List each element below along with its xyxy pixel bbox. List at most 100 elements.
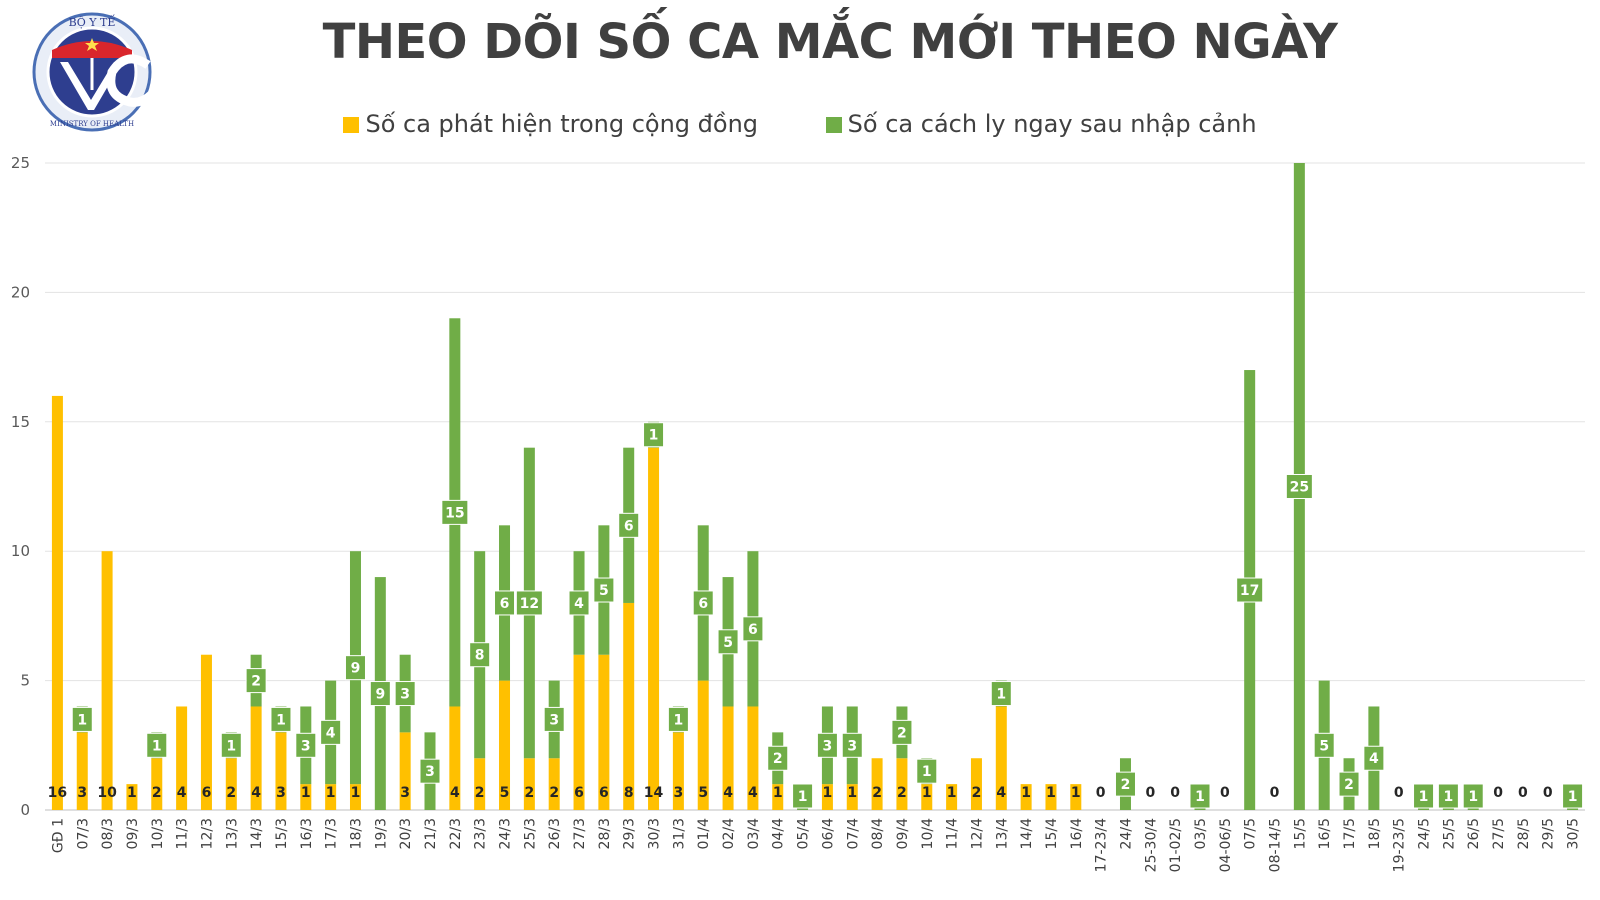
- x-tick-label: 13/3: [224, 818, 240, 849]
- bar-community: [474, 758, 486, 810]
- data-label-community: 6: [574, 785, 584, 801]
- bar-community: [126, 784, 138, 810]
- data-label-box-quarantine: [543, 706, 565, 732]
- data-label-box-quarantine: [146, 732, 168, 758]
- data-label-box-quarantine: [742, 616, 764, 642]
- x-tick-label: 06/4: [820, 818, 836, 850]
- bar-community: [846, 784, 858, 810]
- data-label-quarantine: 2: [251, 674, 261, 690]
- data-label-quarantine: 15: [445, 505, 464, 521]
- ministry-of-health-logo: BỘ Y TẾ MINISTRY OF HEALTH: [32, 12, 156, 132]
- data-label-quarantine: 1: [1444, 789, 1454, 805]
- bar-community: [772, 784, 784, 810]
- data-label-quarantine: 1: [276, 712, 286, 728]
- x-tick-label: 25/3: [522, 818, 538, 849]
- bar-community: [598, 654, 610, 810]
- data-label-community: 4: [251, 785, 261, 801]
- bar-community: [399, 732, 411, 810]
- x-tick-label: 03/4: [746, 818, 762, 850]
- data-label-quarantine: 17: [1240, 583, 1259, 599]
- data-label-box-quarantine: [717, 629, 739, 655]
- bar-community: [51, 395, 63, 810]
- data-label-box-quarantine: [990, 681, 1012, 707]
- legend-label-quarantine: Số ca cách ly ngay sau nhập cảnh: [847, 110, 1257, 138]
- y-tick-label: 10: [11, 542, 30, 560]
- y-tick-label: 25: [11, 154, 30, 172]
- data-label-community: 1: [947, 785, 957, 801]
- data-label-quarantine: 9: [375, 687, 385, 703]
- data-label-box-quarantine: [1236, 577, 1264, 603]
- legend-label-community: Số ca phát hiện trong cộng đồng: [365, 110, 759, 138]
- legend-item-community: Số ca phát hiện trong cộng đồng: [343, 110, 758, 138]
- bar-community: [1020, 784, 1032, 810]
- data-label-box-quarantine: [618, 512, 640, 538]
- x-tick-label: 16/4: [1069, 818, 1085, 850]
- x-tick-label: 31/3: [671, 818, 687, 849]
- data-label-quarantine: 1: [1468, 789, 1478, 805]
- x-tick-label: 01-02/5: [1168, 818, 1184, 872]
- data-label-zero: 0: [1394, 785, 1404, 801]
- data-label-quarantine: 5: [1319, 738, 1329, 754]
- bar-community: [970, 758, 982, 810]
- x-tick-label: 26/5: [1466, 818, 1482, 849]
- data-label-community: 6: [202, 785, 212, 801]
- data-label-quarantine: 3: [847, 738, 857, 754]
- data-label-community: 2: [524, 785, 534, 801]
- x-tick-label: 19/3: [373, 818, 389, 849]
- data-label-community: 2: [152, 785, 162, 801]
- x-tick-label: 29/3: [622, 818, 638, 849]
- data-label-zero: 0: [1220, 785, 1230, 801]
- data-label-quarantine: 3: [549, 712, 559, 728]
- data-label-community: 4: [177, 785, 187, 801]
- x-tick-label: 17/3: [324, 818, 340, 849]
- data-label-box-quarantine: [394, 681, 416, 707]
- data-label-box-quarantine: [1313, 732, 1335, 758]
- data-label-community: 1: [326, 785, 336, 801]
- x-tick-label: 11/3: [175, 818, 191, 849]
- x-tick-label: 15/3: [274, 818, 290, 849]
- x-tick-label: 25-30/4: [1143, 818, 1159, 872]
- data-label-box-quarantine: [593, 577, 615, 603]
- x-tick-label: 18/5: [1367, 818, 1383, 849]
- x-tick-label: 28/5: [1516, 818, 1532, 849]
- data-label-box-quarantine: [792, 783, 814, 809]
- x-tick-label: 15/5: [1292, 818, 1308, 849]
- data-label-box-quarantine: [220, 732, 242, 758]
- data-label-community: 4: [723, 785, 733, 801]
- data-label-box-quarantine: [767, 745, 789, 771]
- x-tick-label: 25/5: [1441, 818, 1457, 849]
- data-label-box-quarantine: [469, 642, 491, 668]
- bar-community: [275, 732, 287, 810]
- data-label-box-quarantine: [1363, 745, 1385, 771]
- data-label-community: 10: [97, 785, 117, 801]
- x-tick-label: 17/5: [1342, 818, 1358, 849]
- x-tick-label: 24/3: [498, 818, 514, 849]
- x-tick-label: 08/4: [870, 818, 886, 850]
- data-label-quarantine: 1: [1419, 789, 1429, 805]
- data-label-quarantine: 1: [674, 712, 684, 728]
- data-label-box-quarantine: [916, 758, 938, 784]
- legend-item-quarantine: Số ca cách ly ngay sau nhập cảnh: [825, 110, 1257, 138]
- data-label-community: 3: [674, 785, 684, 801]
- data-label-box-quarantine: [245, 668, 267, 694]
- bar-community: [325, 784, 337, 810]
- data-label-quarantine: 6: [748, 622, 758, 638]
- y-tick-label: 5: [20, 672, 30, 690]
- data-label-quarantine: 12: [520, 596, 539, 612]
- data-label-zero: 0: [1096, 785, 1106, 801]
- bar-community: [623, 602, 635, 810]
- bar-community: [250, 706, 262, 810]
- x-tick-label: 07/5: [1243, 818, 1259, 849]
- bar-community: [499, 680, 511, 810]
- data-label-box-quarantine: [816, 732, 838, 758]
- data-label-community: 1: [773, 785, 783, 801]
- bar-community: [151, 758, 163, 810]
- data-label-community: 2: [549, 785, 559, 801]
- x-tick-label: 29/5: [1541, 818, 1557, 849]
- bar-community: [225, 758, 237, 810]
- bar-community: [946, 784, 958, 810]
- bar-community: [821, 784, 833, 810]
- data-label-community: 1: [127, 785, 137, 801]
- y-tick-label: 15: [11, 413, 30, 431]
- data-label-community: 4: [996, 785, 1006, 801]
